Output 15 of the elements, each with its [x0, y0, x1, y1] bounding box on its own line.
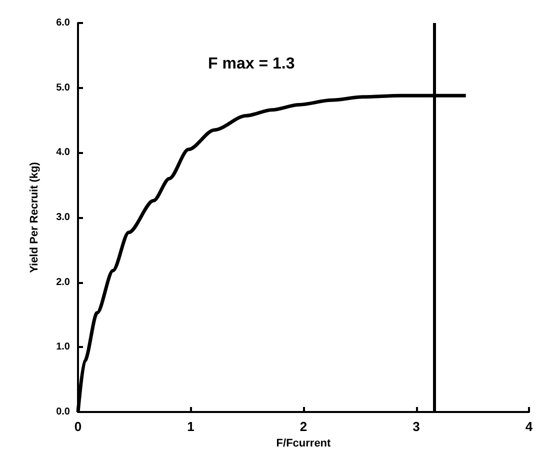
y-tick-label: 5.0 [56, 82, 70, 94]
y-tick-label: 2.0 [56, 276, 70, 288]
y-tick-label: 3.0 [56, 212, 70, 223]
annotation: F max = 1.3 [208, 56, 295, 72]
y-tick-label: 4.0 [56, 147, 70, 158]
x-tick-label: 2 [300, 419, 308, 434]
x-axis-title: F/Fcurrent [276, 437, 332, 450]
x-tick-label: 1 [187, 419, 194, 434]
y-tick-label: 0.0 [56, 406, 70, 418]
y-tick-label: 1.0 [56, 342, 70, 353]
y-tick-label: 6.0 [56, 18, 70, 28]
x-tick-label: 4 [525, 419, 534, 434]
x-tick-label: 3 [412, 419, 420, 434]
y-axis-title: Yield Per Recruit (kg) [28, 162, 40, 273]
x-tick-label: 0 [74, 419, 82, 434]
